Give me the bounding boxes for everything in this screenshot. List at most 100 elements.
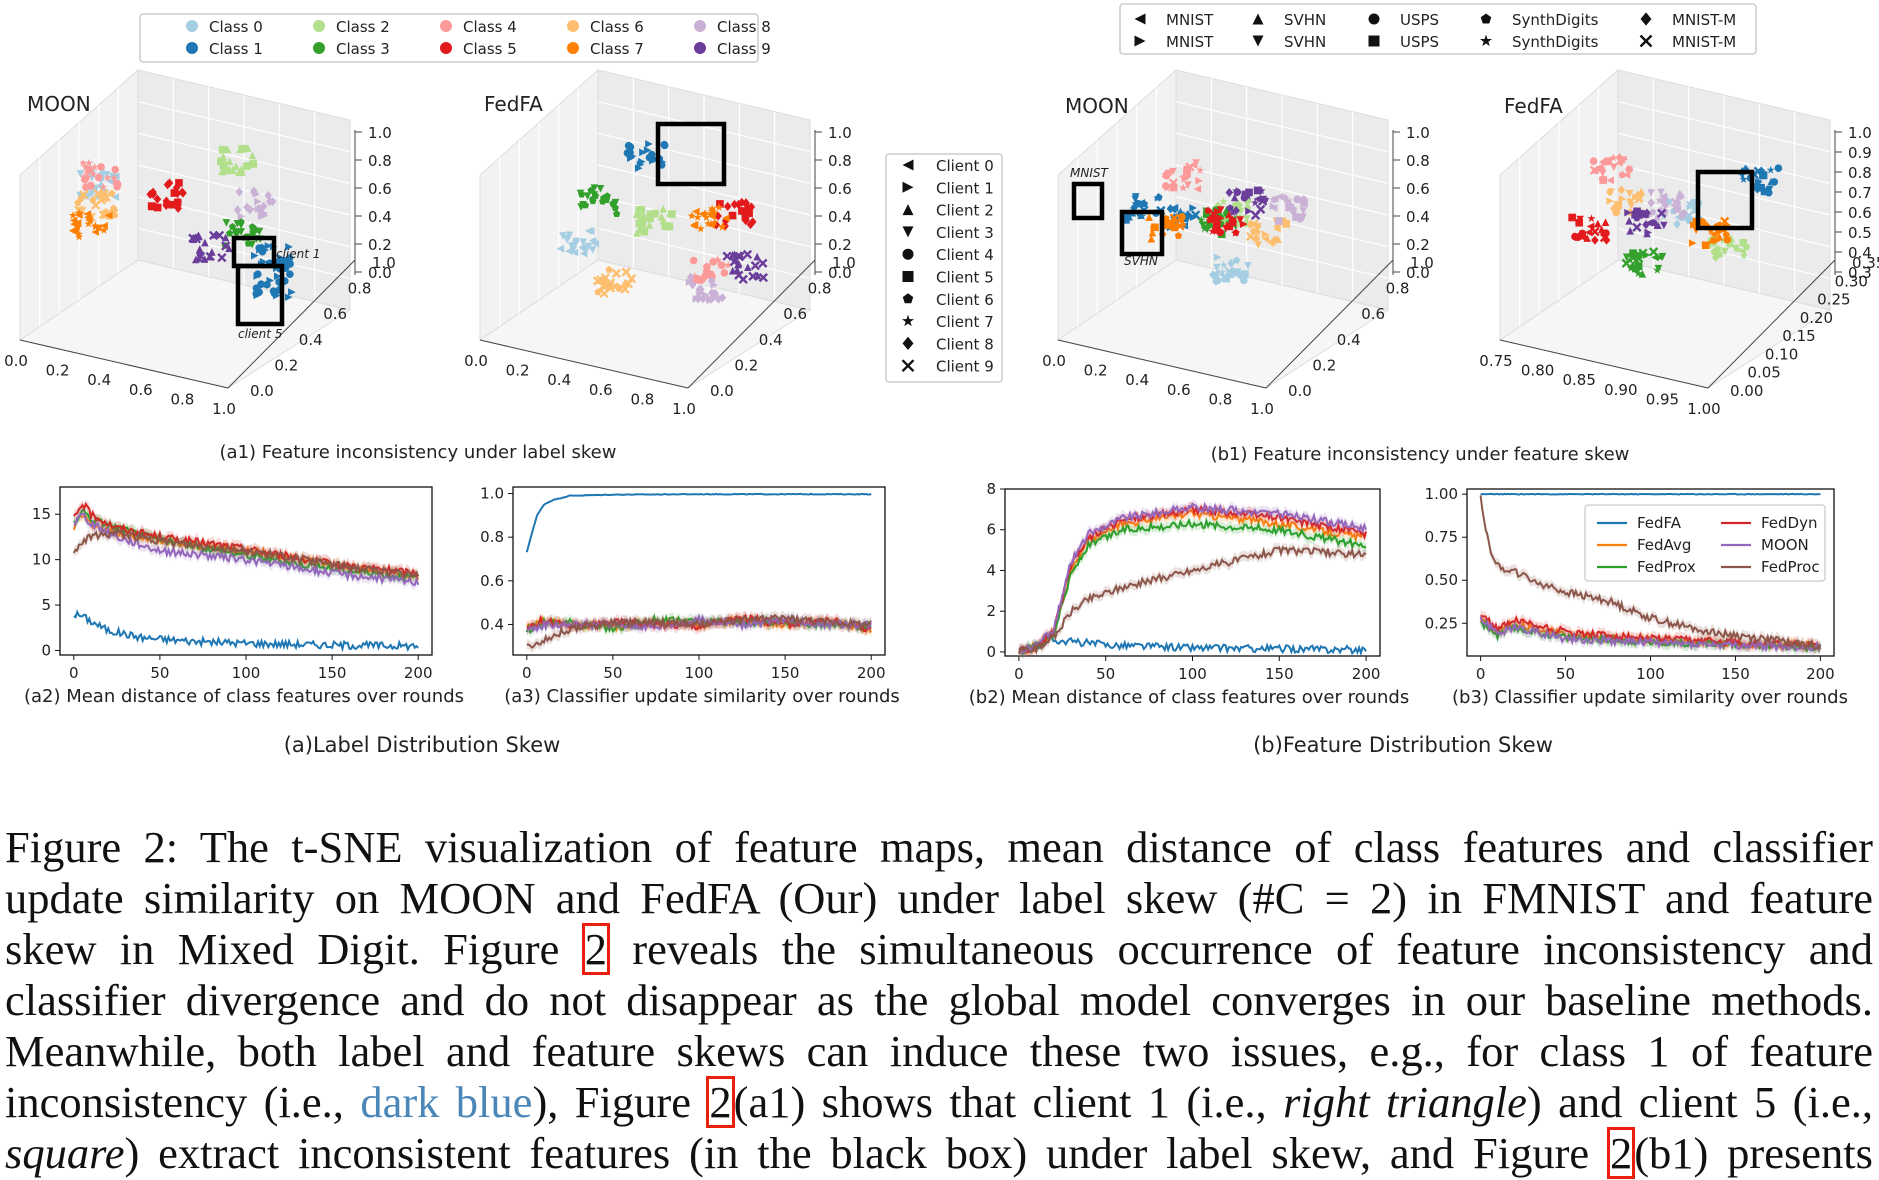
- scatter-point: [1257, 186, 1266, 195]
- scatter-point: [1169, 167, 1177, 176]
- class-legend-marker-icon: [186, 42, 198, 54]
- annotation-label: client 1: [276, 247, 320, 261]
- y-tick-label: 10: [32, 551, 51, 569]
- domain-legend-marker-icon: [1480, 13, 1492, 24]
- z-tick-label: 0.0: [828, 264, 852, 282]
- scatter-point: [1577, 231, 1585, 239]
- figure-ref-link[interactable]: 2: [1606, 1127, 1636, 1179]
- tsne-panel-a1-moon: MOON1.00.80.60.40.20.00.00.20.40.60.81.0…: [4, 68, 396, 418]
- client-legend-label: Client 5: [936, 269, 994, 287]
- scatter-point: [243, 202, 251, 212]
- x-tick-label: 200: [1352, 665, 1381, 683]
- scatter-point: [1658, 252, 1667, 261]
- scatter-point: [261, 243, 269, 252]
- z-tick-label: 0.6: [368, 180, 392, 198]
- scatter-point: [1228, 218, 1237, 227]
- scatter-point: [584, 242, 593, 251]
- scatter-point: [1244, 261, 1252, 270]
- scatter-point: [706, 219, 716, 228]
- scatter-point: [232, 162, 240, 170]
- class-legend-marker-icon: [567, 42, 579, 54]
- x-tick-label: 200: [1806, 665, 1835, 683]
- scatter-point: [720, 269, 729, 277]
- scatter-point: [724, 260, 733, 269]
- scatter-point: [1571, 232, 1579, 241]
- y-tick-label: 0.0: [1288, 382, 1312, 400]
- scatter-point: [1164, 169, 1172, 178]
- scatter-point: [1754, 177, 1763, 185]
- subcaption-b2: (b2) Mean distance of class features ove…: [969, 687, 1409, 708]
- figure-ref-link[interactable]: 2: [581, 923, 610, 975]
- x-tick-label: 0.8: [170, 390, 194, 408]
- scatter-point: [1253, 225, 1262, 234]
- scatter-point: [1739, 238, 1748, 247]
- x-tick-label: 100: [1178, 665, 1207, 683]
- scatter-point: [1162, 221, 1171, 229]
- scatter-point: [1230, 228, 1240, 237]
- x-tick-label: 0.0: [464, 352, 488, 370]
- scatter-point: [689, 256, 698, 265]
- scatter-point: [1657, 208, 1667, 218]
- scatter-point: [1240, 276, 1248, 285]
- scatter-point: [564, 247, 573, 255]
- scatter-point: [1615, 153, 1624, 163]
- y-tick-label: 1.0: [832, 254, 856, 272]
- scatter-point: [594, 288, 602, 296]
- scatter-point: [87, 190, 96, 198]
- y-tick-label: 5: [41, 596, 51, 614]
- scatter-point: [1609, 153, 1618, 162]
- z-tick-label: 0.4: [828, 208, 852, 226]
- scatter-point: [81, 175, 89, 184]
- y-tick-label: 1.00: [1425, 485, 1458, 503]
- scatter-point: [90, 162, 99, 171]
- domain-legend-marker-icon: [1479, 34, 1493, 47]
- scatter-point: [570, 248, 579, 257]
- scatter-point: [689, 275, 698, 284]
- y-axis-line: [1265, 259, 1394, 389]
- scatter-point: [710, 208, 719, 217]
- x-tick-label: 0.80: [1521, 362, 1554, 380]
- tsne-panel-a1-fedfa: FedFA1.00.80.60.40.20.00.00.20.40.60.81.…: [464, 68, 856, 418]
- scatter-point: [1655, 252, 1665, 261]
- scatter-point: [1655, 196, 1664, 205]
- scatter-point: [191, 234, 202, 244]
- domain-legend-label: SVHN: [1284, 33, 1326, 51]
- scatter-point: [1232, 256, 1241, 264]
- scatter-point: [728, 211, 737, 220]
- x-tick-label: 200: [857, 664, 886, 682]
- class-legend: Class 0 Class 1 Class 2 Class 3 Class 4 Class…: [139, 13, 771, 63]
- scatter-point: [103, 173, 112, 182]
- scatter-point: [1179, 183, 1188, 192]
- class-legend-label: Class 1: [209, 40, 263, 58]
- x-tick-label: 0.2: [46, 362, 70, 380]
- scatter-point: [699, 294, 707, 304]
- scatter-point: [1286, 203, 1295, 212]
- scatter-point: [1653, 213, 1661, 221]
- scatter-point: [730, 250, 739, 259]
- scatter-point: [162, 198, 171, 208]
- series-line: [1479, 616, 1822, 653]
- scatter-point: [1642, 220, 1650, 230]
- scatter-point: [99, 225, 109, 234]
- scatter-point: [632, 210, 641, 219]
- scatter-point: [1145, 213, 1153, 222]
- figure-ref-link[interactable]: 2: [706, 1076, 735, 1128]
- scatter-point: [225, 157, 234, 166]
- z-tick-label: 0.6: [1406, 180, 1430, 198]
- scatter-point: [588, 246, 597, 254]
- scatter-point: [1162, 182, 1170, 190]
- x-tick-label: 0.6: [589, 381, 613, 399]
- scatter-point: [1625, 165, 1634, 173]
- class-legend-label: Class 7: [590, 40, 644, 58]
- scatter-point: [225, 229, 234, 237]
- scatter-point: [640, 227, 649, 236]
- scatter-point: [223, 166, 231, 175]
- series-line: [73, 609, 419, 653]
- scatter-point: [100, 221, 108, 230]
- y-tick-label: 0.8: [1386, 280, 1410, 298]
- y-tick-label: 0.00: [1730, 382, 1763, 400]
- scatter-point: [716, 200, 724, 208]
- series-line: [72, 527, 420, 579]
- y-tick-label: 0.2: [1312, 356, 1336, 374]
- scatter-point: [1269, 202, 1278, 211]
